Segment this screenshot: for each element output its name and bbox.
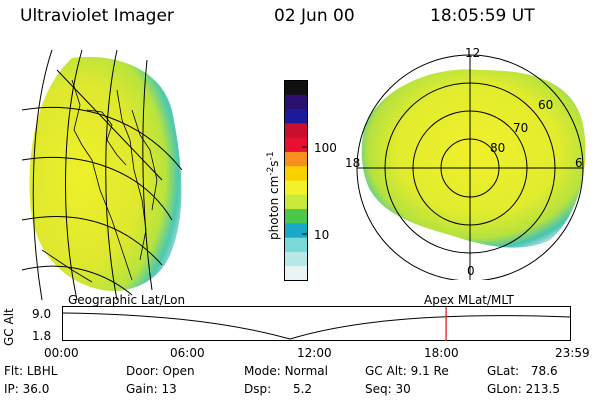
colorbar-stripe: [284, 266, 308, 281]
colorbar-stripe: [284, 223, 308, 239]
door-readout: Door: Open: [126, 364, 195, 378]
geographic-image: [22, 50, 183, 300]
dsp-readout: Dsp: 5.2: [244, 382, 313, 396]
mlt-label-6: 6: [575, 156, 583, 170]
gain-readout: Gain: 13: [126, 382, 177, 396]
colorbar-stripe: [284, 194, 308, 210]
colorbar-unit-label: photon cm-2s-1: [266, 151, 281, 240]
colorbar-stripe: [284, 166, 308, 181]
gc-alt-readout: GC Alt: 9.1 Re: [365, 364, 449, 378]
colorbar: [284, 80, 308, 281]
timeline-xtick-0600: 06:00: [170, 346, 205, 360]
colorbar-stripe: [284, 209, 308, 224]
timeline-ytick-high: 9.0: [32, 307, 52, 321]
time-readout: 18:05:59 UT: [430, 6, 535, 26]
timeline-xtick-1200: 12:00: [297, 346, 332, 360]
date-readout: 02 Jun 00: [274, 6, 355, 26]
mlt-label-0: 0: [467, 264, 475, 278]
filter-readout: Flt: LBHL: [4, 364, 58, 378]
colorbar-tick-label-10: 10: [314, 228, 330, 242]
colorbar-stripe: [284, 180, 308, 196]
lat-label-60: 60: [538, 98, 554, 112]
colorbar-stripe: [284, 94, 308, 110]
altitude-curve: [62, 312, 572, 340]
lat-label-80: 80: [490, 141, 506, 155]
polar-aurora: [361, 69, 586, 248]
glat-readout: GLat: 78.6: [487, 364, 558, 378]
polar-grid: [356, 54, 584, 280]
colorbar-stripe: [284, 80, 308, 96]
polar-caption: Apex MLat/MLT: [424, 293, 514, 307]
mlt-label-18: 18: [345, 156, 361, 170]
lat-label-70: 70: [513, 121, 529, 135]
ip-readout: IP: 36.0: [4, 382, 50, 396]
colorbar-stripe: [284, 237, 308, 253]
app-title: Ultraviolet Imager: [20, 6, 174, 26]
colorbar-stripe: [284, 151, 308, 167]
mode-readout: Mode: Normal: [244, 364, 328, 378]
colorbar-stripe: [284, 109, 308, 124]
colorbar-stripe: [284, 137, 308, 153]
timeline-xtick-1800: 18:00: [424, 346, 459, 360]
polar-plot: [356, 54, 586, 280]
mlt-label-12: 12: [465, 46, 481, 60]
timeline-ytick-low: 1.8: [32, 329, 52, 343]
colorbar-stripe: [284, 123, 308, 139]
geographic-caption: Geographic Lat/Lon: [68, 293, 186, 307]
timeline-xtick-0000: 00:00: [44, 346, 79, 360]
colorbar-tick-label-100: 100: [314, 141, 337, 155]
timeline-plot: [62, 306, 572, 341]
glon-readout: GLon: 213.5: [487, 382, 560, 396]
coastlines: [41, 79, 158, 283]
colorbar-stripe: [284, 251, 308, 267]
timeline-xtick-2359: 23:59: [555, 346, 590, 360]
seq-readout: Seq: 30: [365, 382, 411, 396]
timeline-ylabel: GC Alt: [2, 308, 16, 346]
